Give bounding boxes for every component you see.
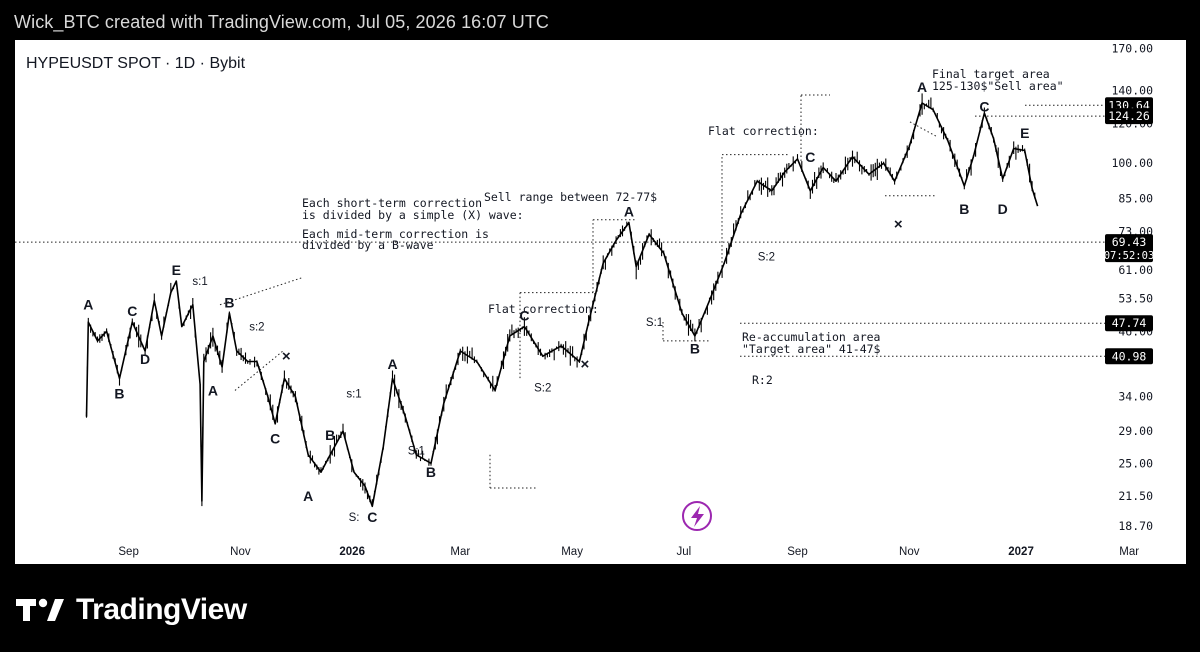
price-label-box xyxy=(1105,348,1153,365)
x-tick-label: Nov xyxy=(230,546,251,558)
chart-title: HYPEUSDT SPOT · 1D · Bybit xyxy=(26,55,246,72)
wave-label: C xyxy=(519,307,529,323)
price-label-value: 40.98 xyxy=(1112,349,1147,363)
wave-label: D xyxy=(998,201,1008,217)
wave-label: B xyxy=(690,340,700,356)
wave-label: A xyxy=(387,356,397,372)
subwave-label: S:1 xyxy=(646,317,663,329)
y-tick-label: 85.00 xyxy=(1118,191,1153,205)
price-label-value: 124.26 xyxy=(1108,109,1150,123)
wave-label: B xyxy=(114,386,124,402)
wave-label: B xyxy=(426,464,436,480)
wave-label: E xyxy=(172,262,181,278)
y-tick-label: 100.00 xyxy=(1111,156,1153,170)
credit-text: Wick_BTC created with TradingView.com, J… xyxy=(14,12,550,32)
x-tick-label: 2027 xyxy=(1008,546,1034,558)
wave-label: A xyxy=(303,488,313,504)
x-tick-label: Sep xyxy=(118,546,138,558)
x-wave-mark: × xyxy=(282,348,291,365)
price-chart[interactable]: 170.00140.00120.00100.0085.0073.0061.005… xyxy=(15,40,1186,564)
x-tick-label: Mar xyxy=(450,546,470,558)
dotted-wave-guide xyxy=(909,121,938,138)
lightning-icon xyxy=(691,506,704,527)
wave-label: A xyxy=(208,382,218,398)
price-label-box xyxy=(1105,234,1153,263)
x-wave-mark: × xyxy=(581,356,590,373)
annotation-reaccumulation: "Target area" 41-47$ xyxy=(742,342,881,356)
subwave-label: S: xyxy=(349,512,360,524)
subwave-label: S:1 xyxy=(408,446,425,458)
wave-label: A xyxy=(624,203,634,219)
subwave-label: S:2 xyxy=(758,251,775,263)
wave-label: A xyxy=(83,297,93,313)
y-tick-label: 53.50 xyxy=(1118,292,1153,306)
wave-label: C xyxy=(979,98,989,114)
wave-label: D xyxy=(140,351,150,367)
y-tick-label: 29.00 xyxy=(1118,424,1153,438)
annotation-mid-term: divided by a B-wave xyxy=(302,238,434,252)
x-tick-label: Sep xyxy=(787,546,807,558)
annotation-final-target: 125-130$"Sell area" xyxy=(932,79,1064,93)
y-tick-label: 34.00 xyxy=(1118,390,1153,404)
y-tick-label: 61.00 xyxy=(1118,263,1153,277)
subwave-label: s:1 xyxy=(346,389,361,401)
x-tick-label: Mar xyxy=(1119,546,1139,558)
wave-label: C xyxy=(367,509,377,525)
y-tick-label: 25.00 xyxy=(1118,456,1153,470)
annotation-flat-correction: Flat correction: xyxy=(708,124,819,138)
x-wave-mark: × xyxy=(894,216,903,233)
annotation-final-target: Final target area xyxy=(932,67,1050,81)
wave-label: B xyxy=(224,295,234,311)
price-label-box xyxy=(1105,108,1153,125)
wave-label: E xyxy=(1020,125,1029,141)
tradingview-wordmark: TradingView xyxy=(76,593,247,626)
y-tick-label: 21.50 xyxy=(1118,489,1153,503)
annotation-short-term: is divided by a simple (X) wave: xyxy=(302,208,524,222)
subwave-label: s:1 xyxy=(192,276,207,288)
tradingview-footer[interactable]: TradingView xyxy=(16,592,247,628)
wave-label: C xyxy=(127,303,137,319)
lightning-icon xyxy=(682,501,712,531)
wave-label: A xyxy=(917,79,927,95)
wave-label: C xyxy=(270,431,280,447)
price-label-value: 47.74 xyxy=(1112,316,1147,330)
annotation-flat-correction: Flat correction: xyxy=(488,302,599,316)
x-tick-label: Nov xyxy=(899,546,920,558)
subwave-label: s:2 xyxy=(249,322,264,334)
chart-panel[interactable]: 170.00140.00120.00100.0085.0073.0061.005… xyxy=(15,40,1186,564)
price-label-countdown: 07:52:03 xyxy=(1104,250,1155,262)
annotation-r2: R:2 xyxy=(752,373,773,387)
price-label-value: 69.43 xyxy=(1112,235,1147,249)
x-tick-label: Jul xyxy=(677,546,692,558)
annotation-short-term: Each short-term correction xyxy=(302,196,482,210)
tradingview-logo-icon xyxy=(16,598,64,621)
annotation-sell-range: Sell range between 72-77$ xyxy=(484,190,657,204)
wave-label: B xyxy=(959,201,969,217)
dotted-wave-guide xyxy=(219,276,304,306)
annotation-reaccumulation: Re-accumulation area xyxy=(742,330,880,344)
annotation-mid-term: Each mid-term correction is xyxy=(302,227,489,241)
price-label-box xyxy=(1105,315,1153,332)
y-tick-label: 170.00 xyxy=(1111,41,1153,55)
x-tick-label: 2026 xyxy=(339,546,365,558)
x-tick-label: May xyxy=(561,546,583,558)
wave-label: B xyxy=(325,427,335,443)
subwave-label: S:2 xyxy=(534,382,551,394)
wave-label: C xyxy=(805,149,815,165)
y-tick-label: 140.00 xyxy=(1111,83,1153,97)
y-tick-label: 18.70 xyxy=(1118,519,1153,533)
